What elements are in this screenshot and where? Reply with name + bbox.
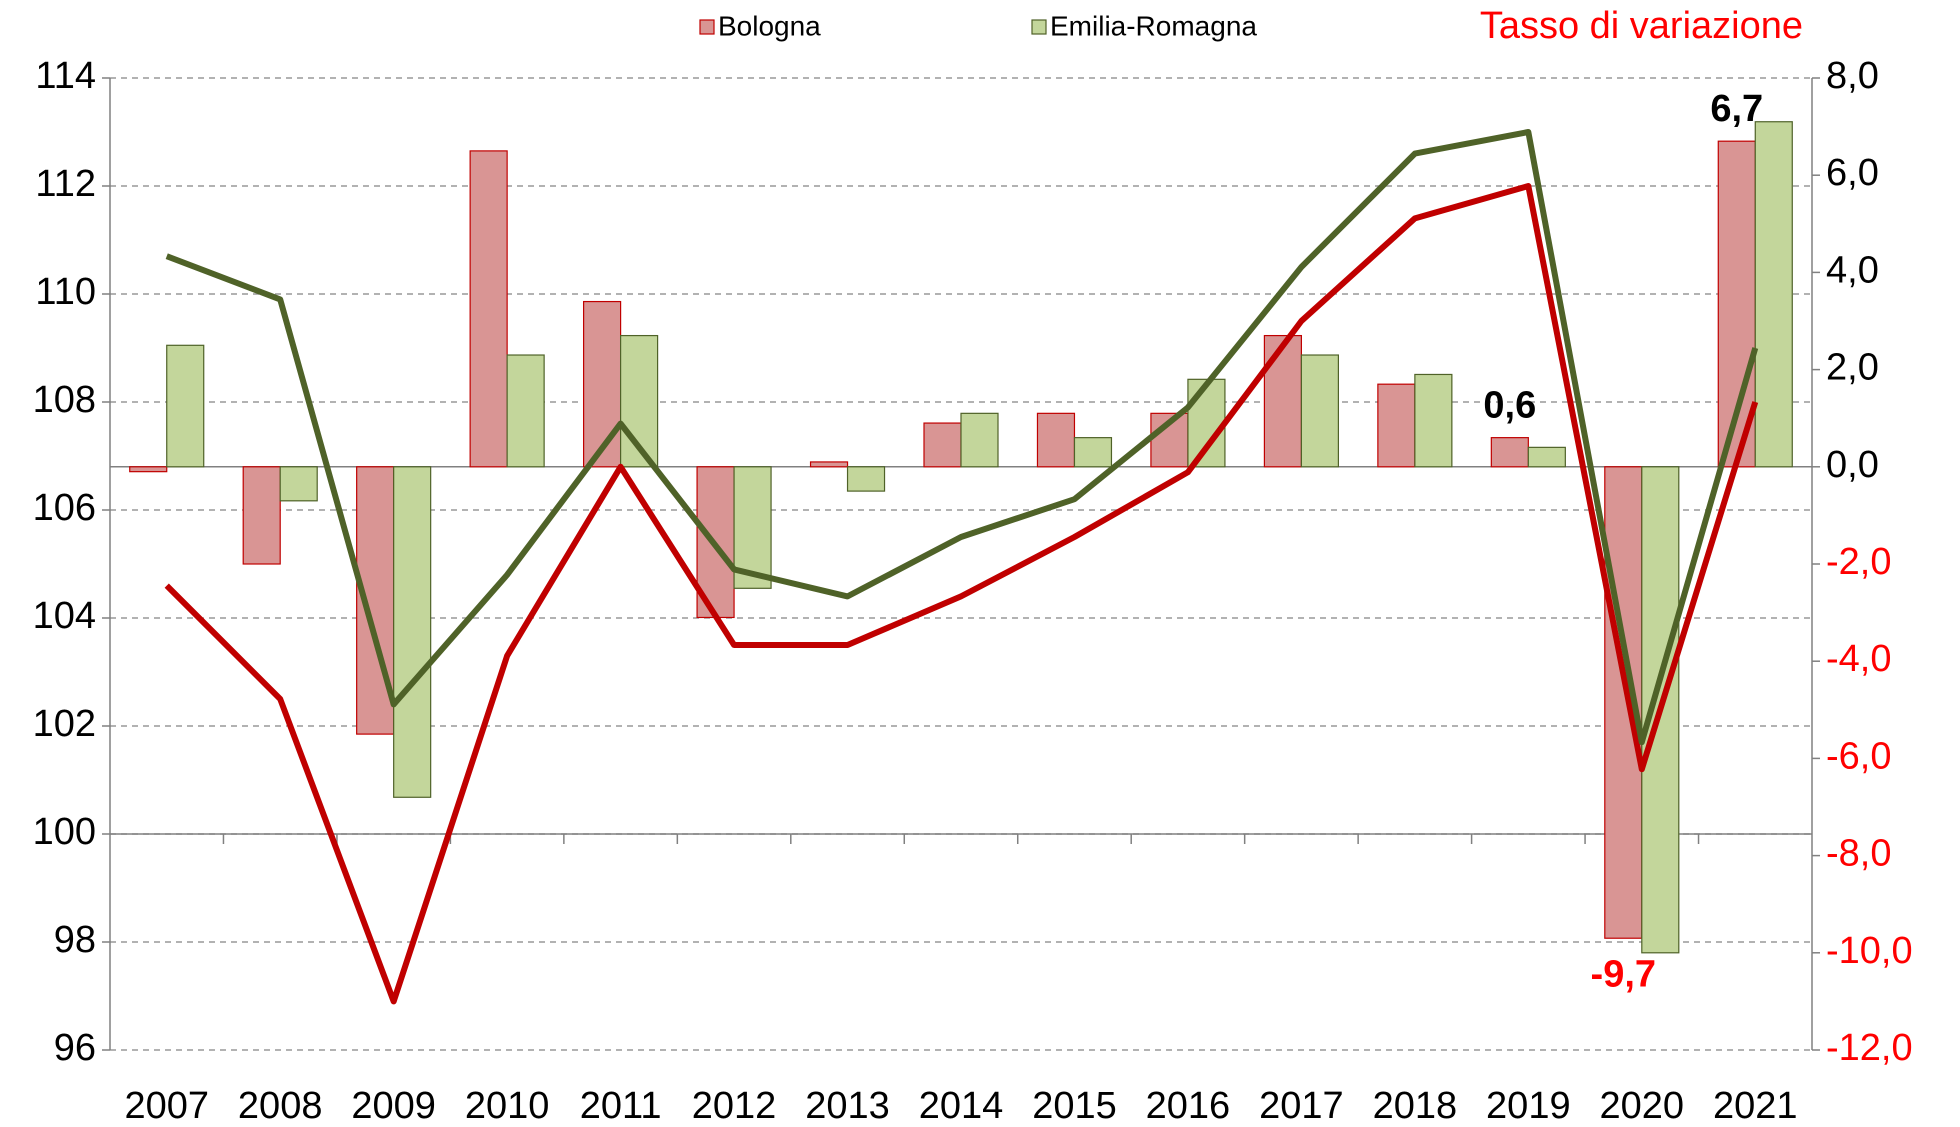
y-tick-label: 114 xyxy=(35,55,96,97)
bar xyxy=(1300,354,1340,468)
x-tick-label: 2011 xyxy=(580,1085,662,1127)
value-label: 0,6 xyxy=(1483,385,1536,427)
value-label: 6,7 xyxy=(1710,88,1763,130)
bar xyxy=(923,422,962,468)
bar xyxy=(1490,437,1529,468)
x-tick-label: 2019 xyxy=(1486,1085,1571,1127)
y-tick-label: 112 xyxy=(35,163,96,205)
x-tick-label: 2017 xyxy=(1259,1085,1344,1127)
y-tick-label: 110 xyxy=(35,271,96,313)
x-tick-label: 2008 xyxy=(238,1085,323,1127)
y2-tick-label: 2,0 xyxy=(1826,347,1879,389)
bar xyxy=(809,461,849,468)
bar xyxy=(166,344,205,468)
x-tick-label: 2020 xyxy=(1600,1085,1685,1127)
bar xyxy=(1754,121,1793,468)
bar xyxy=(393,466,432,798)
bar xyxy=(846,466,886,492)
legend-label: Bologna xyxy=(718,10,821,41)
bar xyxy=(1527,446,1566,468)
legend-swatch xyxy=(1031,19,1047,35)
axis-annotation: Tasso di variazione xyxy=(1480,5,1803,47)
y-tick-label: 96 xyxy=(54,1027,96,1069)
bar xyxy=(242,466,281,565)
bar xyxy=(1073,437,1113,468)
bar xyxy=(469,150,508,468)
x-tick-label: 2012 xyxy=(692,1085,777,1127)
x-tick-label: 2010 xyxy=(465,1085,550,1127)
legend-swatch xyxy=(699,19,715,35)
y2-tick-label: 8,0 xyxy=(1826,55,1879,97)
y2-tick-label: -6,0 xyxy=(1826,735,1891,777)
y2-tick-label: -4,0 xyxy=(1826,638,1891,680)
x-tick-label: 2013 xyxy=(805,1085,890,1127)
bar xyxy=(1187,378,1226,468)
x-tick-label: 2016 xyxy=(1146,1085,1231,1127)
y-tick-label: 102 xyxy=(33,703,96,745)
bar xyxy=(582,300,622,468)
bar xyxy=(279,466,318,502)
x-tick-label: 2007 xyxy=(124,1085,209,1127)
y-tick-label: 108 xyxy=(33,379,96,421)
line xyxy=(165,129,1759,746)
y-tick-label: 100 xyxy=(33,811,96,853)
y-tick-label: 104 xyxy=(33,595,96,637)
bar xyxy=(1377,383,1416,468)
y2-tick-label: -12,0 xyxy=(1826,1027,1913,1069)
y2-tick-label: 6,0 xyxy=(1826,152,1879,194)
value-label: -9,7 xyxy=(1591,953,1656,995)
bar xyxy=(1414,373,1453,468)
bar xyxy=(506,354,545,468)
x-tick-label: 2014 xyxy=(919,1085,1004,1127)
x-tick-label: 2015 xyxy=(1032,1085,1117,1127)
y-tick-label: 98 xyxy=(54,919,96,961)
line xyxy=(164,183,1759,1005)
bar xyxy=(1263,334,1303,468)
y2-tick-label: 0,0 xyxy=(1826,444,1879,486)
y2-tick-label: -2,0 xyxy=(1826,541,1891,583)
y2-tick-label: 4,0 xyxy=(1826,249,1879,291)
bar xyxy=(129,466,168,473)
x-tick-label: 2018 xyxy=(1373,1085,1458,1127)
bar xyxy=(1036,412,1076,468)
y-tick-label: 106 xyxy=(33,487,96,529)
y2-tick-label: -10,0 xyxy=(1826,930,1913,972)
legend-label: Emilia-Romagna xyxy=(1050,10,1257,41)
x-tick-label: 2009 xyxy=(351,1085,436,1127)
y2-tick-label: -8,0 xyxy=(1826,833,1891,875)
bar xyxy=(960,412,999,468)
x-tick-label: 2021 xyxy=(1713,1085,1798,1127)
